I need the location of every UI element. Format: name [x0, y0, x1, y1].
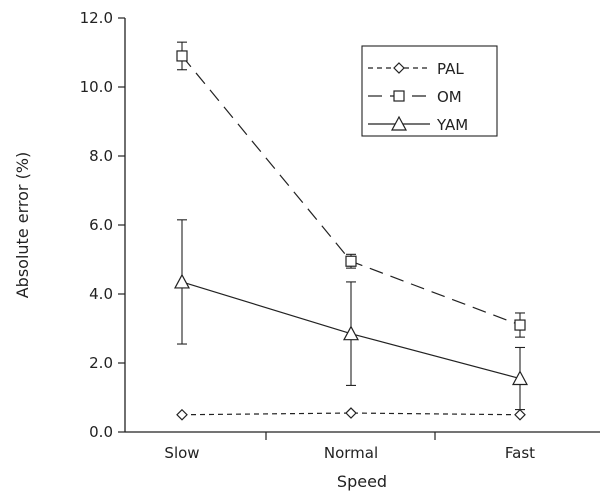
series-pal [176, 407, 526, 421]
data-point-yam [511, 370, 529, 386]
y-tick-label: 2.0 [89, 354, 113, 372]
data-point-om [176, 50, 188, 62]
series-yam [173, 219, 529, 411]
x-axis-title: Speed [337, 472, 387, 491]
y-axis-title: Absolute error (%) [13, 152, 32, 299]
y-tick-label: 12.0 [80, 9, 113, 27]
legend-label-om: OM [437, 88, 462, 106]
x-axis-ticks: Slow Normal Fast [164, 432, 535, 462]
data-point-yam [342, 325, 360, 341]
legend-label-yam: YAM [436, 116, 468, 134]
data-point-pal [514, 408, 526, 421]
legend-marker-yam [390, 115, 408, 131]
plot-area [173, 41, 529, 421]
legend-marker-om [393, 90, 405, 102]
data-point-om [514, 319, 526, 331]
y-axis-ticks: 0.0 2.0 4.0 6.0 8.0 10.0 12.0 [80, 9, 125, 441]
x-tick-label: Slow [164, 444, 199, 462]
data-point-om [345, 255, 357, 267]
series-line-pal [181, 412, 521, 416]
y-tick-label: 6.0 [89, 216, 113, 234]
y-tick-label: 10.0 [80, 78, 113, 96]
x-tick-label: Fast [505, 444, 535, 462]
y-tick-label: 8.0 [89, 147, 113, 165]
series-om [176, 41, 526, 338]
y-tick-label: 4.0 [89, 285, 113, 303]
legend-box [361, 45, 498, 137]
data-point-yam [173, 273, 191, 289]
x-tick-label: Normal [324, 444, 378, 462]
legend: PAL OM YAM [361, 45, 498, 137]
legend-marker-pal [393, 62, 405, 74]
data-point-pal [345, 407, 357, 419]
y-tick-label: 0.0 [89, 423, 113, 441]
data-point-pal [176, 408, 188, 421]
legend-label-pal: PAL [437, 60, 464, 78]
